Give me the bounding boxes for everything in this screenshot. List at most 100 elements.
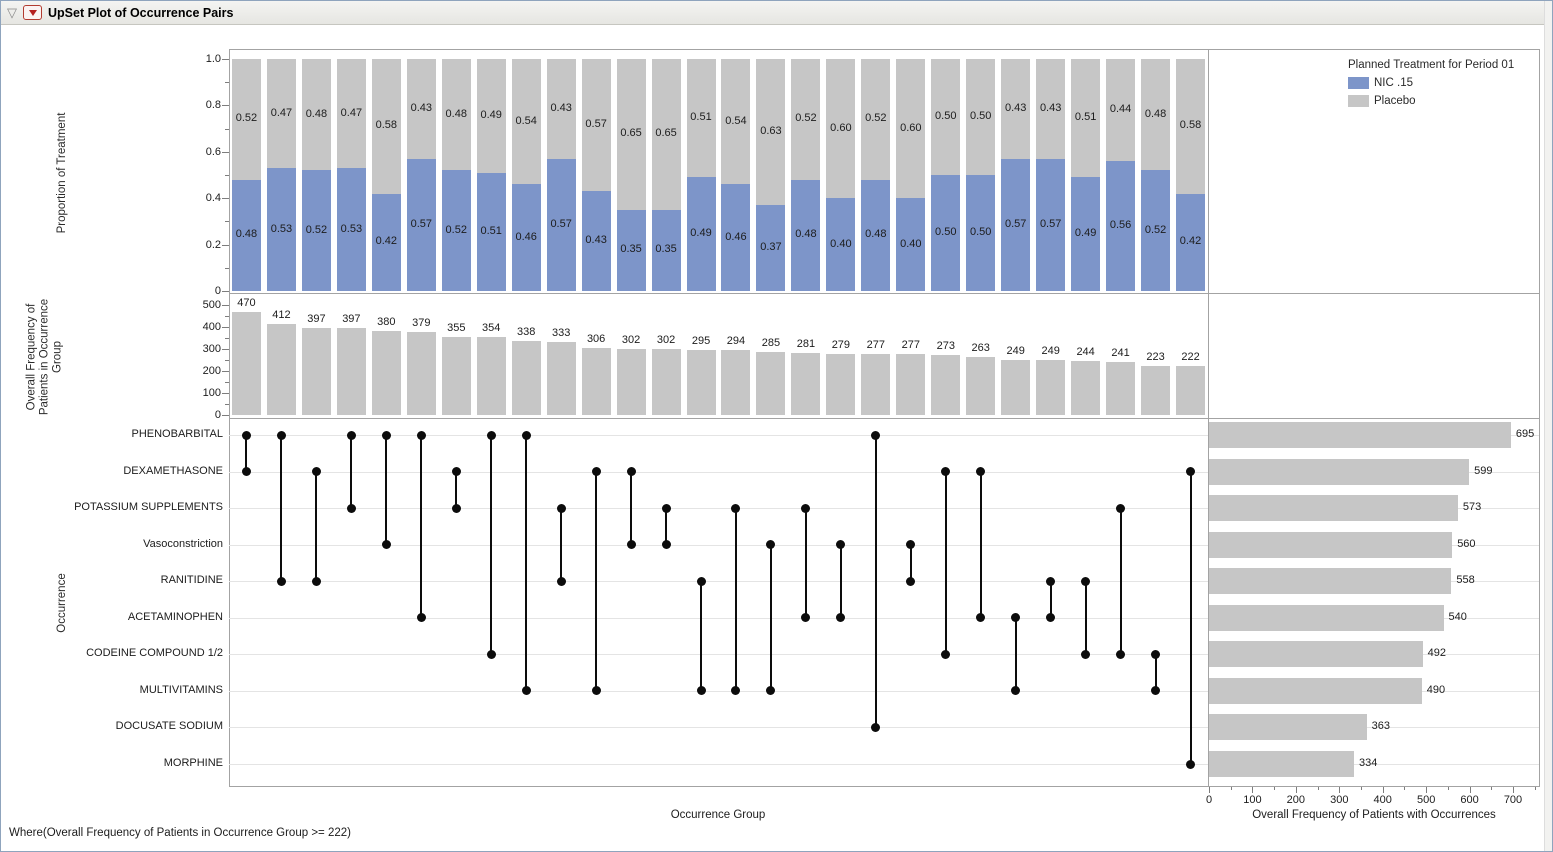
matrix-dot[interactable] bbox=[1116, 649, 1126, 659]
matrix-dot[interactable] bbox=[591, 467, 601, 477]
matrix-dot[interactable] bbox=[1151, 649, 1161, 659]
proportion-bar-nic[interactable] bbox=[476, 172, 506, 291]
proportion-bar-placebo[interactable] bbox=[301, 59, 331, 171]
proportion-bar-nic[interactable] bbox=[301, 170, 331, 291]
matrix-dot[interactable] bbox=[696, 576, 706, 586]
matrix-dot[interactable] bbox=[556, 576, 566, 586]
matrix-dot[interactable] bbox=[381, 430, 391, 440]
occurrence-bar[interactable] bbox=[1209, 531, 1453, 558]
frequency-bar[interactable] bbox=[476, 337, 506, 415]
proportion-bar-nic[interactable] bbox=[1106, 161, 1136, 291]
frequency-bar[interactable] bbox=[546, 341, 576, 415]
occurrence-bar[interactable] bbox=[1209, 422, 1511, 448]
proportion-bar-placebo[interactable] bbox=[406, 59, 436, 159]
proportion-bar-nic[interactable] bbox=[371, 193, 401, 291]
disclosure-triangle-icon[interactable]: ▽ bbox=[7, 5, 17, 20]
matrix-dot[interactable] bbox=[696, 686, 706, 696]
matrix-connector[interactable] bbox=[385, 435, 388, 545]
matrix-dot[interactable] bbox=[661, 540, 671, 550]
proportion-bar-nic[interactable] bbox=[721, 184, 751, 291]
proportion-bar-placebo[interactable] bbox=[581, 59, 611, 192]
occurrence-bar[interactable] bbox=[1209, 751, 1355, 777]
matrix-dot[interactable] bbox=[976, 613, 986, 623]
matrix-dot[interactable] bbox=[1081, 649, 1091, 659]
matrix-dot[interactable] bbox=[626, 467, 636, 477]
matrix-connector[interactable] bbox=[455, 471, 458, 509]
proportion-bar-placebo[interactable] bbox=[721, 59, 751, 185]
proportion-bar-placebo[interactable] bbox=[966, 59, 996, 175]
proportion-bar-placebo[interactable] bbox=[1001, 59, 1031, 159]
occurrence-bar[interactable] bbox=[1209, 458, 1470, 485]
matrix-connector[interactable] bbox=[1084, 581, 1087, 655]
proportion-bar-nic[interactable] bbox=[441, 170, 471, 291]
matrix-dot[interactable] bbox=[871, 722, 881, 732]
matrix-dot[interactable] bbox=[661, 503, 671, 513]
frequency-bar[interactable] bbox=[1001, 360, 1031, 415]
matrix-dot[interactable] bbox=[451, 503, 461, 513]
matrix-dot[interactable] bbox=[1186, 759, 1196, 769]
matrix-dot[interactable] bbox=[311, 576, 321, 586]
matrix-connector[interactable] bbox=[944, 471, 947, 655]
frequency-bar[interactable] bbox=[1106, 361, 1136, 415]
frequency-bar[interactable] bbox=[651, 348, 681, 415]
matrix-dot[interactable] bbox=[486, 430, 496, 440]
proportion-bar-nic[interactable] bbox=[511, 184, 541, 291]
proportion-bar-placebo[interactable] bbox=[441, 59, 471, 171]
proportion-bar-nic[interactable] bbox=[1176, 193, 1206, 291]
matrix-connector[interactable] bbox=[315, 471, 318, 582]
proportion-bar-placebo[interactable] bbox=[861, 59, 891, 180]
occurrence-bar[interactable] bbox=[1209, 677, 1422, 704]
proportion-bar-nic[interactable] bbox=[896, 198, 926, 291]
frequency-bar[interactable] bbox=[301, 327, 331, 415]
frequency-bar[interactable] bbox=[686, 350, 716, 415]
proportion-bar-nic[interactable] bbox=[861, 179, 891, 291]
matrix-connector[interactable] bbox=[595, 471, 598, 691]
proportion-bar-nic[interactable] bbox=[756, 205, 786, 291]
matrix-dot[interactable] bbox=[976, 467, 986, 477]
matrix-dot[interactable] bbox=[731, 686, 741, 696]
matrix-dot[interactable] bbox=[766, 686, 776, 696]
proportion-bar-placebo[interactable] bbox=[476, 59, 506, 173]
matrix-connector[interactable] bbox=[665, 508, 668, 545]
proportion-bar-placebo[interactable] bbox=[511, 59, 541, 185]
matrix-dot[interactable] bbox=[346, 503, 356, 513]
matrix-dot[interactable] bbox=[1011, 613, 1021, 623]
matrix-dot[interactable] bbox=[381, 540, 391, 550]
proportion-bar-nic[interactable] bbox=[581, 191, 611, 291]
proportion-bar-placebo[interactable] bbox=[1036, 59, 1066, 159]
frequency-bar[interactable] bbox=[931, 354, 961, 415]
proportion-bar-nic[interactable] bbox=[826, 198, 856, 291]
proportion-bar-nic[interactable] bbox=[266, 168, 296, 291]
matrix-dot[interactable] bbox=[486, 649, 496, 659]
proportion-bar-nic[interactable] bbox=[686, 177, 716, 291]
proportion-bar-nic[interactable] bbox=[336, 168, 366, 291]
matrix-dot[interactable] bbox=[906, 540, 916, 550]
proportion-bar-nic[interactable] bbox=[616, 209, 646, 291]
matrix-dot[interactable] bbox=[1116, 503, 1126, 513]
matrix-dot[interactable] bbox=[346, 430, 356, 440]
frequency-bar[interactable] bbox=[581, 347, 611, 415]
frequency-bar[interactable] bbox=[371, 331, 401, 415]
proportion-bar-placebo[interactable] bbox=[651, 59, 681, 210]
proportion-bar-placebo[interactable] bbox=[336, 59, 366, 169]
matrix-dot[interactable] bbox=[836, 540, 846, 550]
red-menu-button[interactable] bbox=[23, 5, 42, 20]
proportion-bar-placebo[interactable] bbox=[616, 59, 646, 210]
matrix-dot[interactable] bbox=[801, 613, 811, 623]
matrix-dot[interactable] bbox=[276, 576, 286, 586]
proportion-bar-placebo[interactable] bbox=[231, 59, 261, 180]
proportion-bar-nic[interactable] bbox=[231, 179, 261, 291]
matrix-connector[interactable] bbox=[1049, 581, 1052, 618]
matrix-dot[interactable] bbox=[521, 430, 531, 440]
matrix-connector[interactable] bbox=[350, 435, 353, 509]
proportion-bar-placebo[interactable] bbox=[896, 59, 926, 199]
proportion-bar-placebo[interactable] bbox=[371, 59, 401, 194]
proportion-bar-placebo[interactable] bbox=[1071, 59, 1101, 178]
matrix-connector[interactable] bbox=[490, 435, 493, 655]
matrix-connector[interactable] bbox=[280, 435, 283, 582]
frequency-bar[interactable] bbox=[406, 331, 436, 415]
frequency-bar[interactable] bbox=[266, 324, 296, 415]
matrix-connector[interactable] bbox=[1014, 617, 1017, 691]
matrix-dot[interactable] bbox=[1046, 613, 1056, 623]
matrix-connector[interactable] bbox=[630, 471, 633, 545]
